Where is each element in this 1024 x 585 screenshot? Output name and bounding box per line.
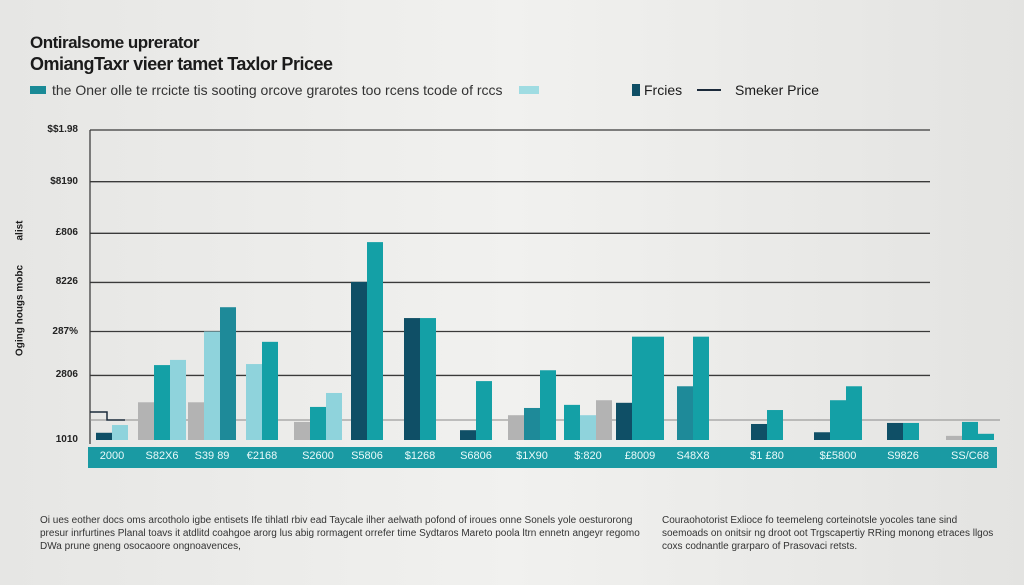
bar <box>767 410 783 440</box>
y-tick-label: $$1.98 <box>47 124 78 135</box>
x-tick-label: S48X8 <box>676 450 710 462</box>
subtitle-swatch-light-icon <box>518 86 539 94</box>
y-tick-label: 1010 <box>55 434 78 445</box>
x-tick-label: S2600 <box>302 450 334 462</box>
bar <box>962 421 978 440</box>
bar <box>326 392 342 440</box>
bar <box>903 422 919 440</box>
bar <box>310 406 326 440</box>
bar <box>830 400 846 440</box>
chart-title-line-2: OmiangTaxr vieer tamet Taxlor Pricee <box>30 54 333 74</box>
x-tick-label: S82X6 <box>145 450 179 462</box>
bar <box>814 432 830 440</box>
bar <box>751 423 767 440</box>
legend-item-line: Smeker Price <box>697 82 819 98</box>
legend-label: Frcies <box>644 82 683 98</box>
legend-bar-swatch-icon <box>632 84 640 96</box>
x-tick-label: S6806 <box>460 450 492 462</box>
bar <box>887 422 903 440</box>
footnote-left: Oi ues eother docs oms arcotholo igbe en… <box>40 515 640 552</box>
bar <box>460 430 476 440</box>
bar <box>294 421 310 440</box>
bar <box>476 381 492 440</box>
bar <box>367 242 383 440</box>
x-tick-label: S5806 <box>351 450 383 462</box>
y-tick-label: 2806 <box>55 369 78 381</box>
bar <box>596 400 612 440</box>
legend-label: Smeker Price <box>735 82 820 98</box>
bar <box>262 341 278 440</box>
x-tick-label: $£5800 <box>819 450 857 462</box>
bar <box>540 370 556 440</box>
x-tick-label: $1X90 <box>516 450 548 462</box>
y-tick-label: 287% <box>52 325 78 337</box>
x-tick-label: $:820 <box>574 450 602 462</box>
x-tick-label: S9826 <box>887 450 919 462</box>
x-tick-label: S39 89 <box>194 450 230 462</box>
x-tick-label: $1268 <box>404 450 436 462</box>
bar <box>677 386 693 440</box>
bar <box>946 435 962 440</box>
bar <box>138 402 154 440</box>
bar <box>188 402 204 440</box>
chart-title-line-1: Ontiralsome uprerator <box>30 33 200 52</box>
bar <box>632 336 648 440</box>
bar <box>978 433 994 440</box>
bar <box>616 402 632 440</box>
bar <box>351 281 367 440</box>
bar <box>693 336 709 440</box>
bar <box>564 404 580 440</box>
bar <box>154 365 170 440</box>
footnote-right: Couraohotorist Exlioce fo teemeleng cort… <box>662 515 994 552</box>
bar <box>112 425 128 440</box>
bar <box>648 336 664 440</box>
y-tick-label: $8190 <box>50 175 78 187</box>
bar <box>96 432 112 440</box>
bar <box>220 307 236 440</box>
x-tick-label: SS/C68 <box>951 450 989 462</box>
bar <box>204 331 220 440</box>
y-tick-label: £806 <box>55 227 78 239</box>
price-line <box>90 411 125 421</box>
x-tick-label: 2000 <box>99 450 125 462</box>
bar <box>170 359 186 440</box>
x-tick-label: €2168 <box>246 450 278 462</box>
x-tick-label: £8009 <box>624 450 656 462</box>
bar <box>404 318 420 440</box>
x-axis-band <box>88 447 997 468</box>
bar <box>246 364 262 440</box>
bar <box>420 318 436 440</box>
bar <box>508 415 524 440</box>
legend-item-bar: Frcies <box>632 82 682 98</box>
bar <box>524 407 540 440</box>
subtitle-text: the Oner olle te rrcicte tis sooting orc… <box>52 82 503 98</box>
x-tick-label: $1 £80 <box>750 450 784 462</box>
subtitle-swatch-icon <box>30 86 46 94</box>
bar <box>580 415 596 440</box>
y-tick-label: 8226 <box>55 276 78 288</box>
chart-subtitle: the Oner olle te rrcicte tis sooting orc… <box>30 82 539 98</box>
legend-line-swatch-icon <box>697 89 721 91</box>
bar <box>846 386 862 440</box>
